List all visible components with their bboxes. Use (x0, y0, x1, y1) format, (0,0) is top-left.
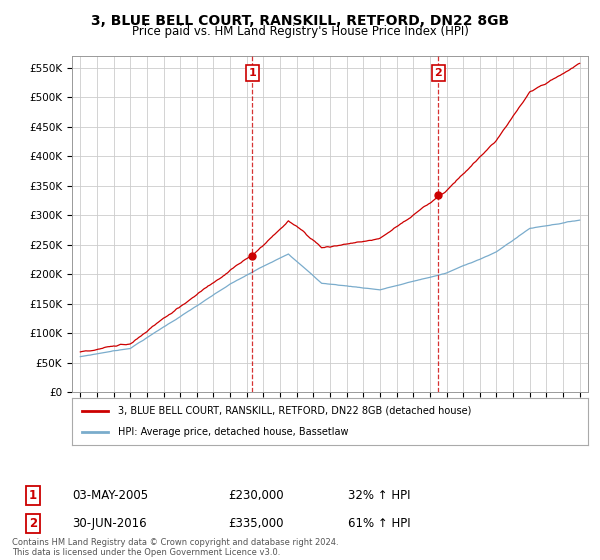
Text: HPI: Average price, detached house, Bassetlaw: HPI: Average price, detached house, Bass… (118, 427, 349, 437)
Text: 03-MAY-2005: 03-MAY-2005 (72, 489, 148, 502)
Text: Contains HM Land Registry data © Crown copyright and database right 2024.
This d: Contains HM Land Registry data © Crown c… (12, 538, 338, 557)
Text: 3, BLUE BELL COURT, RANSKILL, RETFORD, DN22 8GB: 3, BLUE BELL COURT, RANSKILL, RETFORD, D… (91, 14, 509, 28)
Text: Price paid vs. HM Land Registry's House Price Index (HPI): Price paid vs. HM Land Registry's House … (131, 25, 469, 38)
Text: 3, BLUE BELL COURT, RANSKILL, RETFORD, DN22 8GB (detached house): 3, BLUE BELL COURT, RANSKILL, RETFORD, D… (118, 406, 472, 416)
Text: 61% ↑ HPI: 61% ↑ HPI (348, 517, 410, 530)
Text: 32% ↑ HPI: 32% ↑ HPI (348, 489, 410, 502)
Text: 1: 1 (248, 68, 256, 78)
Text: £335,000: £335,000 (228, 517, 284, 530)
Text: 2: 2 (29, 517, 37, 530)
Text: 30-JUN-2016: 30-JUN-2016 (72, 517, 146, 530)
Text: 1: 1 (29, 489, 37, 502)
Text: 2: 2 (434, 68, 442, 78)
Text: £230,000: £230,000 (228, 489, 284, 502)
